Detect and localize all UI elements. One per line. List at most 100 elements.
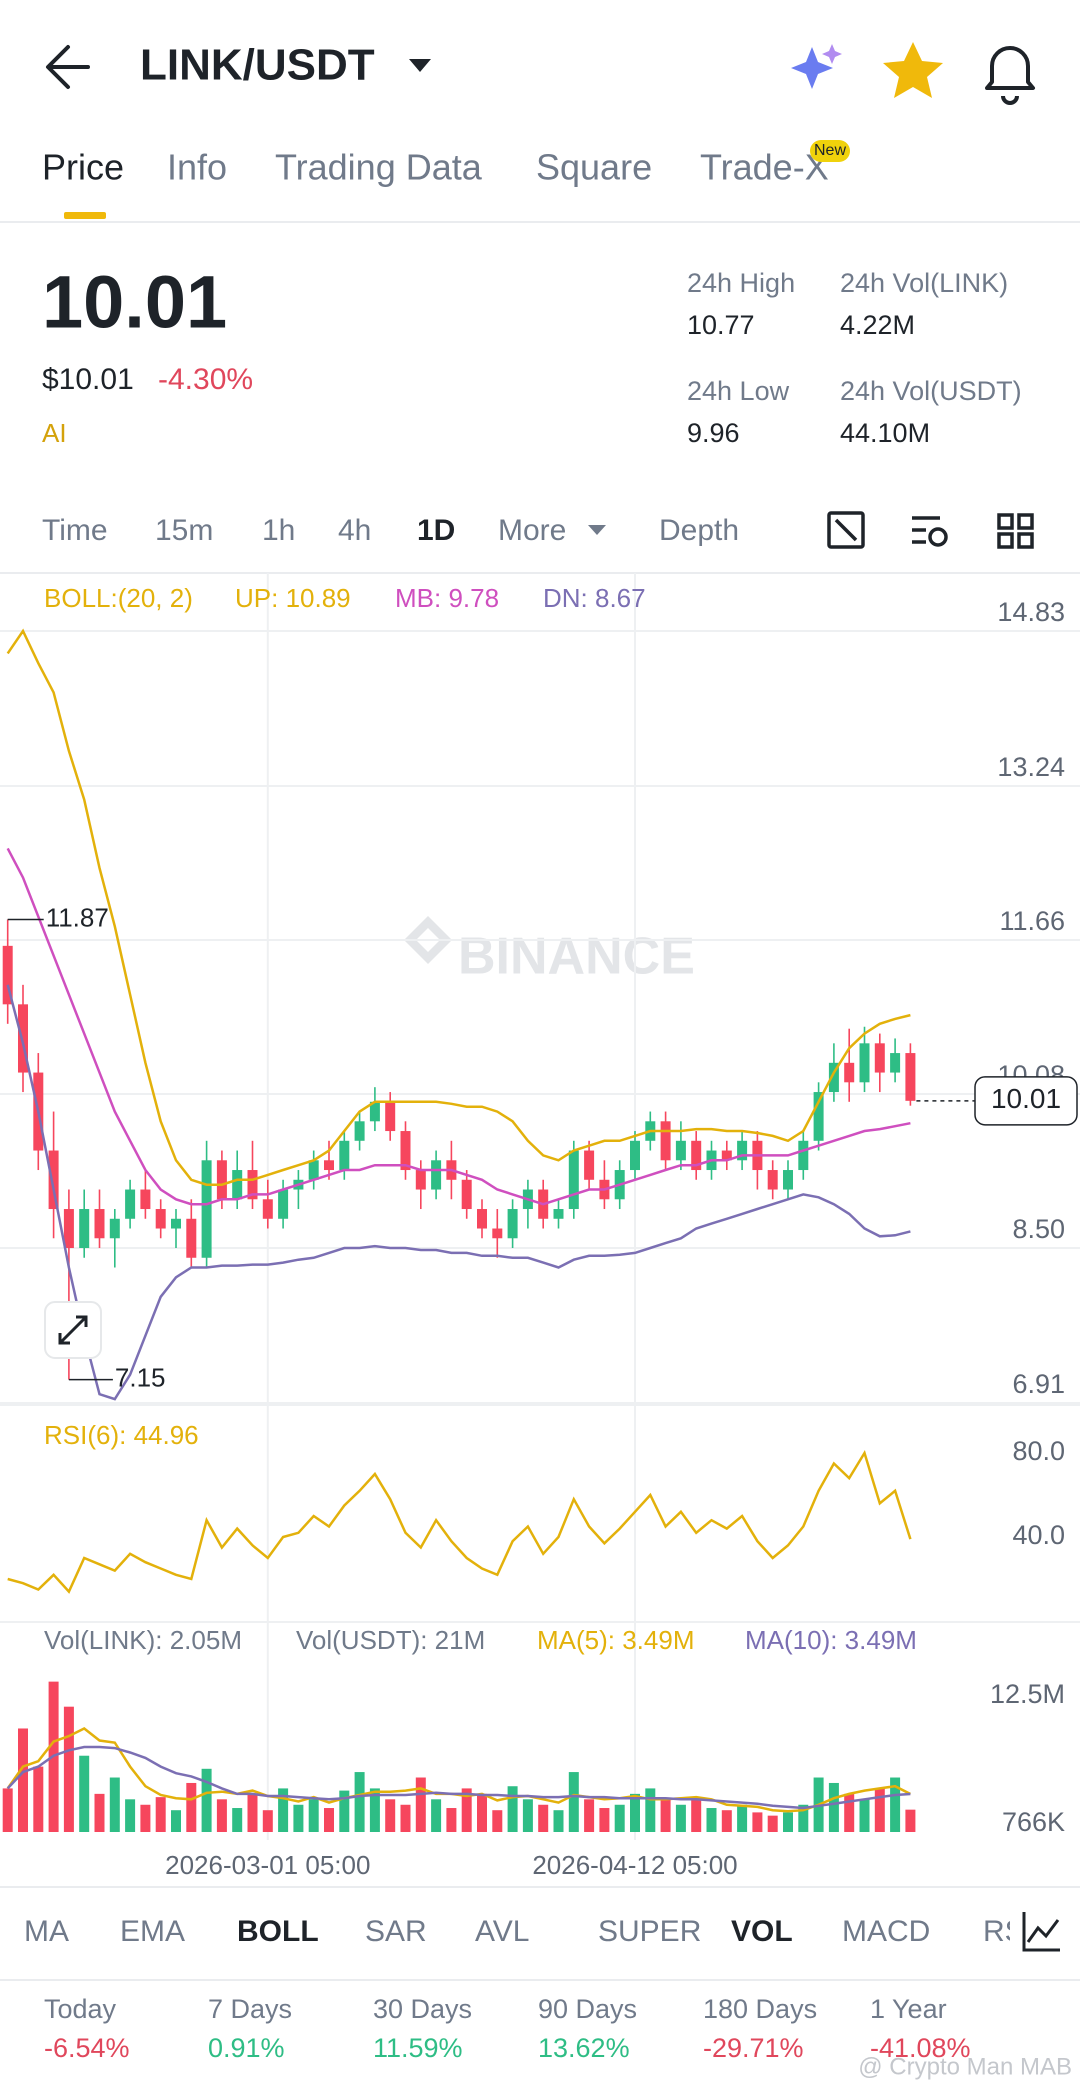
tab[interactable]: Info xyxy=(167,147,227,188)
tab[interactable]: Trade-X xyxy=(700,147,829,188)
y-tick-label: 80.0 xyxy=(1012,1436,1065,1466)
volume-bar xyxy=(446,1808,457,1832)
tab[interactable]: Price xyxy=(42,147,124,188)
volume-bar xyxy=(844,1793,855,1832)
indicator-line xyxy=(6,628,911,1186)
volume-bar xyxy=(553,1810,564,1832)
indicator-line xyxy=(6,984,911,1401)
volume-bar xyxy=(584,1799,595,1832)
candle-body xyxy=(140,1189,151,1210)
candle-body xyxy=(660,1121,671,1161)
legend-item: UP: 10.89 xyxy=(235,583,351,613)
volume-bar xyxy=(171,1810,181,1832)
y-tick-label: 11.66 xyxy=(999,906,1065,936)
pair-dropdown[interactable] xyxy=(409,59,431,72)
volume-bar xyxy=(522,1799,533,1832)
price-tag xyxy=(974,1076,1078,1126)
candle-body xyxy=(155,1209,166,1229)
notification-button[interactable] xyxy=(985,46,1035,105)
candle-body xyxy=(109,1218,120,1239)
volume-bar xyxy=(109,1777,120,1832)
legend-item: Vol(USDT): 21M xyxy=(296,1625,485,1655)
interval-bar: Time 15m 1h 4h 1D More Depth xyxy=(42,514,739,547)
candle-body xyxy=(630,1140,640,1171)
candle-body xyxy=(125,1189,136,1219)
candle-body xyxy=(461,1179,472,1210)
interval[interactable]: 15m xyxy=(155,514,213,547)
candle-body xyxy=(201,1160,212,1258)
volume-bar xyxy=(155,1797,166,1832)
candle-body xyxy=(354,1121,365,1141)
indicator-tab[interactable]: AVL xyxy=(475,1915,529,1948)
candle-body xyxy=(94,1209,105,1239)
candle-body xyxy=(767,1170,778,1190)
candle-body xyxy=(721,1150,732,1161)
indicator-tab[interactable]: VOL xyxy=(731,1915,793,1948)
interval[interactable]: 4h xyxy=(338,514,371,547)
candle-body xyxy=(890,1053,901,1073)
volume-bar xyxy=(79,1755,90,1832)
volume-bar xyxy=(308,1799,319,1832)
volume-bar xyxy=(186,1782,197,1832)
volume-bar xyxy=(415,1777,426,1832)
volume-bar xyxy=(461,1788,472,1832)
new-badge-text: New xyxy=(814,142,846,159)
indicator-tab[interactable]: SAR xyxy=(365,1915,427,1948)
favorite-button[interactable] xyxy=(883,42,943,98)
volume-bar xyxy=(859,1799,870,1832)
volume-bar xyxy=(278,1788,289,1832)
candle-body xyxy=(507,1209,518,1239)
y-tick-label: 766K xyxy=(1002,1807,1065,1837)
draw-tool[interactable] xyxy=(827,511,865,549)
volume-bar xyxy=(2,1788,13,1832)
candle-body xyxy=(247,1170,258,1200)
chart-type-button[interactable] xyxy=(1010,1900,1080,1966)
period-label: 180 Days xyxy=(703,1994,817,2024)
candle-body xyxy=(369,1101,380,1122)
candle-body xyxy=(48,1150,59,1210)
ai-label[interactable]: AI xyxy=(42,418,67,448)
ai-button[interactable] xyxy=(791,44,842,89)
high-label: 11.87 xyxy=(46,902,109,932)
expand-button[interactable] xyxy=(44,1301,102,1359)
tab[interactable]: Trading Data xyxy=(275,147,483,188)
volume-bar xyxy=(767,1815,778,1832)
low-label: 7.15 xyxy=(115,1362,166,1392)
volume-bar xyxy=(201,1768,212,1832)
layout-toggle[interactable] xyxy=(997,513,1034,549)
indicator-tab[interactable]: EMA xyxy=(120,1915,185,1948)
y-tick-label: 14.83 xyxy=(997,597,1065,627)
tab[interactable]: Square xyxy=(536,147,652,188)
back-button[interactable] xyxy=(46,45,90,89)
y-tick-label: 13.24 xyxy=(997,752,1065,782)
candle-body xyxy=(232,1170,243,1200)
more-dropdown[interactable] xyxy=(588,525,606,535)
indicator-tab[interactable]: BOLL xyxy=(237,1915,319,1948)
candle-body xyxy=(675,1140,686,1161)
volume-bar xyxy=(691,1799,702,1832)
period-label: 30 Days xyxy=(373,1994,472,2024)
interval[interactable]: 1D xyxy=(417,514,455,547)
volume-bar xyxy=(675,1804,686,1832)
indicator-settings[interactable] xyxy=(912,516,948,547)
stats: 24h High 10.77 24h Vol(LINK) 4.22M 24h Low 9.… xyxy=(687,268,1022,448)
volume-bar xyxy=(645,1788,656,1832)
stat-label: 24h High xyxy=(687,268,795,298)
interval[interactable]: Time xyxy=(42,514,108,547)
indicator-tab[interactable]: MACD xyxy=(842,1915,930,1948)
candle-body xyxy=(431,1160,442,1190)
volume-bar xyxy=(706,1808,717,1832)
indicator-line xyxy=(7,1449,912,1594)
interval[interactable]: 1h xyxy=(262,514,295,547)
price-change: -4.30% xyxy=(158,363,253,396)
interval[interactable]: More xyxy=(498,514,566,547)
stat-label: 24h Vol(LINK) xyxy=(840,268,1008,298)
interval[interactable]: Depth xyxy=(659,514,739,547)
volume-bar xyxy=(140,1804,151,1832)
indicator-tab[interactable]: MA xyxy=(24,1915,69,1948)
pair-title[interactable]: LINK/USDT xyxy=(140,41,375,90)
legend-item: MA(5): 3.49M xyxy=(537,1625,695,1655)
candle-body xyxy=(63,1209,74,1249)
period-label: 7 Days xyxy=(208,1994,292,2024)
indicator-tab[interactable]: SUPER xyxy=(598,1915,701,1948)
